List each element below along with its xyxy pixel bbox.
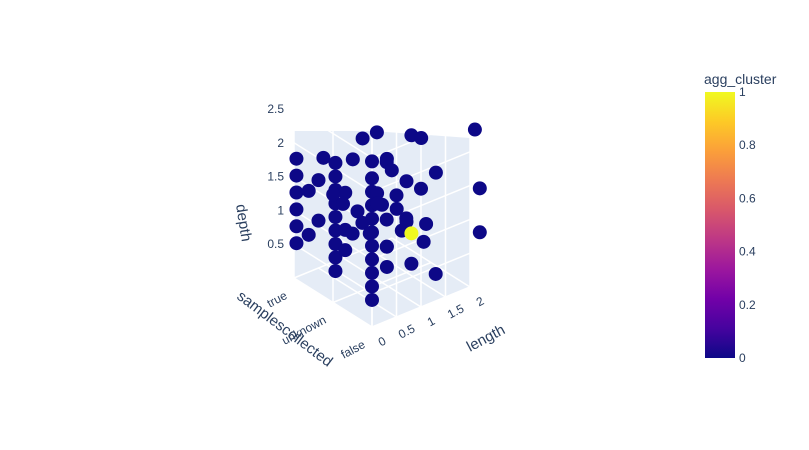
z-axis-title: depth xyxy=(232,203,255,243)
data-point xyxy=(370,186,385,201)
grid-line xyxy=(371,286,471,328)
colorbar-tick-label: 1 xyxy=(739,85,746,99)
data-point xyxy=(289,185,304,200)
colorbar-ticks: 0 0.2 0.4 0.6 0.8 1 xyxy=(739,85,756,365)
x-tick-label: 0.5 xyxy=(396,321,418,341)
data-point xyxy=(328,169,343,184)
colorbar-tick-label: 0.8 xyxy=(739,138,756,152)
data-point xyxy=(350,204,365,219)
data-point xyxy=(336,196,350,211)
data-point xyxy=(328,155,343,170)
data-point xyxy=(379,259,394,274)
data-point xyxy=(389,201,404,216)
data-point xyxy=(338,243,353,258)
data-point xyxy=(365,154,379,169)
z-tick-label: 2.5 xyxy=(267,102,284,116)
z-tick-label: 0.5 xyxy=(267,237,284,251)
x-tick-label: 1 xyxy=(425,314,438,330)
data-point xyxy=(301,227,316,242)
data-point xyxy=(399,174,414,189)
data-point xyxy=(362,226,377,241)
data-point xyxy=(289,236,304,251)
data-point xyxy=(414,131,429,146)
data-point xyxy=(328,250,343,265)
data-point xyxy=(328,264,343,279)
data-point xyxy=(365,252,379,267)
data-point xyxy=(379,239,394,254)
data-point xyxy=(289,168,304,183)
data-point xyxy=(289,202,304,217)
x-axis-title: length xyxy=(464,321,508,355)
data-point xyxy=(428,266,443,281)
colorbar-tick-label: 0.6 xyxy=(739,191,756,205)
data-point xyxy=(365,265,379,280)
x-tick-label: 1.5 xyxy=(445,301,467,321)
data-point xyxy=(404,256,419,271)
data-point xyxy=(419,216,434,231)
data-point xyxy=(289,219,304,234)
data-point xyxy=(345,226,360,241)
data-point xyxy=(311,213,326,228)
data-point xyxy=(328,210,343,224)
x-tick-label: 0 xyxy=(376,334,389,350)
data-point xyxy=(472,225,487,240)
colorbar-tick-label: 0.4 xyxy=(739,245,756,259)
colorbar-tick-label: 0.2 xyxy=(739,298,756,312)
data-point xyxy=(416,234,431,249)
z-tick-label: 2 xyxy=(277,136,284,150)
colorbar-tick-label: 0 xyxy=(739,351,746,365)
data-point xyxy=(338,185,353,200)
data-point xyxy=(355,215,370,230)
z-tick-label: 1.5 xyxy=(267,170,284,184)
data-point xyxy=(428,165,443,180)
colorbar-gradient xyxy=(705,92,735,358)
data-point xyxy=(370,196,385,211)
data-point xyxy=(355,131,370,146)
colorbar[interactable]: agg_cluster 0 0.2 0.4 0.6 0.8 1 xyxy=(704,71,777,365)
z-tick-label: 1 xyxy=(277,203,284,217)
data-point xyxy=(301,183,316,198)
data-point xyxy=(414,181,428,196)
data-point xyxy=(289,151,304,166)
data-point xyxy=(369,125,384,140)
data-point xyxy=(472,181,487,196)
colorbar-title: agg_cluster xyxy=(704,71,777,87)
data-point xyxy=(365,171,379,186)
data-point xyxy=(316,150,331,165)
data-point xyxy=(345,152,360,167)
data-point xyxy=(311,173,326,188)
data-point xyxy=(384,163,399,178)
data-points xyxy=(289,122,487,307)
data-point xyxy=(379,151,394,166)
data-point xyxy=(365,292,379,307)
data-point xyxy=(379,212,394,227)
data-point xyxy=(365,279,379,294)
data-point xyxy=(389,188,404,203)
y-tick-label: false xyxy=(338,337,367,361)
data-point xyxy=(404,226,419,241)
x-tick-label: 2 xyxy=(474,294,487,310)
data-point xyxy=(467,122,482,137)
data-point xyxy=(326,187,341,202)
data-point xyxy=(365,238,379,253)
